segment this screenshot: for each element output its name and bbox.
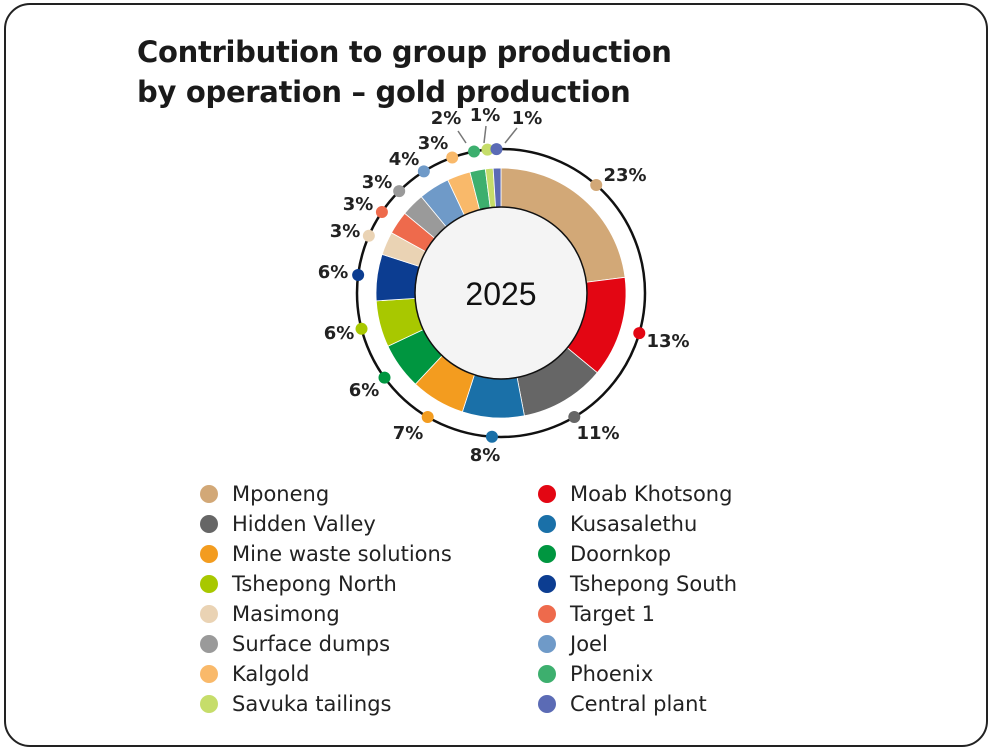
legend-item: Doornkop — [538, 539, 838, 569]
legend-swatch — [538, 665, 556, 683]
legend-swatch — [200, 665, 218, 683]
legend-item: Central plant — [538, 689, 838, 719]
value-label: 3% — [418, 133, 449, 154]
marker-kusasalethu — [485, 430, 498, 443]
legend-item: Target 1 — [538, 599, 838, 629]
legend-swatch — [200, 695, 218, 713]
marker-mine-waste-solutions — [421, 410, 434, 423]
legend-swatch — [538, 485, 556, 503]
legend-item: Savuka tailings — [200, 689, 538, 719]
legend-swatch — [200, 575, 218, 593]
legend-label: Phoenix — [570, 662, 654, 686]
legend-label: Savuka tailings — [232, 692, 392, 716]
value-label: 1% — [470, 105, 501, 126]
value-label: 8% — [470, 445, 501, 466]
marker-tshepong-north — [355, 322, 368, 335]
legend-label: Mine waste solutions — [232, 542, 452, 566]
legend-swatch — [538, 695, 556, 713]
legend-label: Doornkop — [570, 542, 672, 566]
legend-label: Hidden Valley — [232, 512, 376, 536]
value-label: 2% — [431, 108, 462, 129]
legend-item: Surface dumps — [200, 629, 538, 659]
legend-item: Hidden Valley — [200, 509, 538, 539]
marker-masimong — [362, 229, 375, 242]
legend-swatch — [538, 575, 556, 593]
marker-mponeng — [590, 178, 603, 191]
value-label: 7% — [393, 423, 424, 444]
value-label: 6% — [324, 323, 355, 344]
leader-line — [457, 130, 467, 144]
marker-tshepong-south — [352, 268, 365, 281]
legend-swatch — [538, 605, 556, 623]
marker-target-1 — [375, 206, 388, 219]
marker-phoenix — [468, 145, 481, 158]
marker-doornkop — [378, 371, 391, 384]
legend-item: Kalgold — [200, 659, 538, 689]
donut-hole — [414, 206, 588, 380]
marker-surface-dumps — [393, 185, 406, 198]
marker-savuka-tailings — [481, 143, 494, 156]
marker-central-plant — [490, 143, 503, 156]
legend-label: Moab Khotsong — [570, 482, 733, 506]
chart-frame — [4, 3, 988, 747]
value-label: 6% — [318, 262, 349, 283]
legend-label: Kusasalethu — [570, 512, 698, 536]
legend-swatch — [200, 635, 218, 653]
legend-swatch — [200, 515, 218, 533]
legend-label: Tshepong South — [570, 572, 738, 596]
legend-label: Joel — [570, 632, 608, 656]
value-label: 3% — [362, 172, 393, 193]
legend-label: Central plant — [570, 692, 707, 716]
legend-item: Moab Khotsong — [538, 479, 838, 509]
legend-label: Mponeng — [232, 482, 330, 506]
marker-moab-khotsong — [633, 327, 646, 340]
legend-item: Tshepong South — [538, 569, 838, 599]
value-label: 11% — [576, 423, 619, 444]
legend-item: Mponeng — [200, 479, 538, 509]
leader-line — [504, 127, 518, 144]
legend-swatch — [200, 485, 218, 503]
value-label: 1% — [512, 108, 543, 129]
legend-label: Kalgold — [232, 662, 310, 686]
legend-swatch — [538, 635, 556, 653]
legend-label: Tshepong North — [232, 572, 397, 596]
center-label: 2025 — [465, 276, 536, 312]
value-label: 3% — [343, 194, 374, 215]
legend-item: Tshepong North — [200, 569, 538, 599]
marker-hidden-valley — [568, 410, 581, 423]
legend: Mponeng Moab Khotsong Hidden Valley Kusasal… — [200, 479, 838, 719]
legend-item: Joel — [538, 629, 838, 659]
leader-line — [483, 125, 487, 144]
marker-joel — [417, 165, 430, 178]
legend-label: Masimong — [232, 602, 340, 626]
value-label: 3% — [330, 221, 361, 242]
value-label: 4% — [389, 149, 420, 170]
value-label: 13% — [646, 331, 689, 352]
legend-swatch — [200, 545, 218, 563]
chart-title: Contribution to group production by oper… — [137, 35, 672, 109]
legend-item: Mine waste solutions — [200, 539, 538, 569]
value-label: 23% — [603, 165, 646, 186]
legend-item: Phoenix — [538, 659, 838, 689]
legend-swatch — [538, 515, 556, 533]
legend-swatch — [200, 605, 218, 623]
marker-kalgold — [446, 151, 459, 164]
legend-item: Masimong — [200, 599, 538, 629]
legend-item: Kusasalethu — [538, 509, 838, 539]
legend-label: Surface dumps — [232, 632, 391, 656]
legend-label: Target 1 — [570, 602, 656, 626]
legend-swatch — [538, 545, 556, 563]
value-label: 6% — [349, 380, 380, 401]
